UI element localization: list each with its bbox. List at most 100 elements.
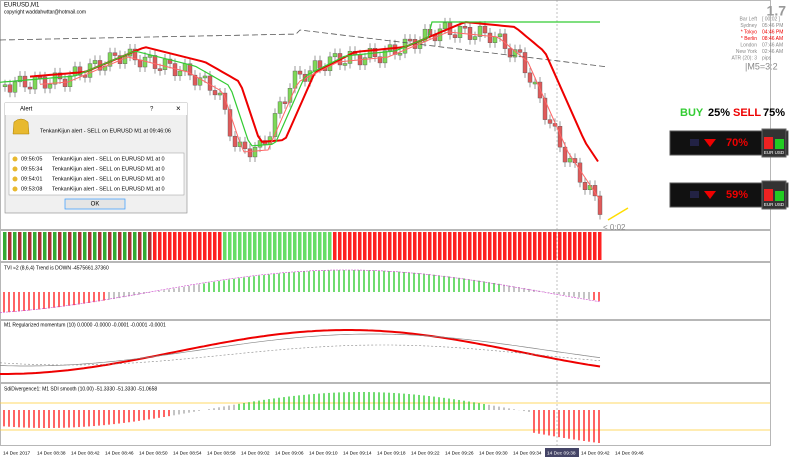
gauge-value: 59% <box>726 189 748 201</box>
strip-bar <box>578 232 582 260</box>
gauges: 70% EUR USD 59% EUR USD <box>607 128 789 221</box>
plot <box>0 17 770 444</box>
strip-bar <box>228 232 232 260</box>
candle <box>177 70 183 77</box>
strip-bar <box>183 232 187 260</box>
candle <box>242 141 248 149</box>
strip-bar <box>233 232 237 260</box>
candle <box>152 55 158 69</box>
strip-bar <box>383 232 387 260</box>
time-label: 14 Dec 09:42 <box>581 450 610 456</box>
strip-bar <box>128 232 132 260</box>
strip-bar <box>58 232 62 260</box>
candle <box>147 55 153 58</box>
strip-bar <box>528 232 532 260</box>
candle <box>57 72 63 80</box>
strip-bar <box>103 232 107 260</box>
candle <box>597 195 603 215</box>
strip-bar <box>558 232 562 260</box>
clock-time: 05:46 PM <box>762 23 783 29</box>
strip-bar <box>573 232 577 260</box>
strip-bar <box>358 232 362 260</box>
time-label: 14 Dec 09:46 <box>615 450 644 456</box>
candle <box>317 60 323 69</box>
row-text: TenkanKijun alert - SELL on EURUSD M1 at… <box>52 176 165 182</box>
buy: BUY <box>680 107 704 119</box>
strip-bar <box>293 232 297 260</box>
ok-label[interactable]: OK <box>91 202 100 208</box>
strip-bar <box>278 232 282 260</box>
strip-bar <box>498 232 502 260</box>
time-label: 14 Dec 08:38 <box>37 450 66 456</box>
strip-bar <box>373 232 377 260</box>
strip-bar <box>218 232 222 260</box>
candle <box>522 52 528 74</box>
strip-bar <box>318 232 322 260</box>
help-button[interactable]: ? <box>150 107 154 113</box>
candle <box>197 77 203 86</box>
strip-bar <box>428 232 432 260</box>
candle <box>112 52 118 56</box>
clock-city: New York <box>736 49 758 55</box>
clock-time: 07:46 AM <box>762 42 783 48</box>
ok-button[interactable] <box>64 198 126 210</box>
candle <box>457 26 463 38</box>
strip-bar <box>423 232 427 260</box>
strip-bar <box>193 232 197 260</box>
candle <box>297 70 303 75</box>
row-time: 09:53:08 <box>21 186 42 192</box>
strip-bar <box>478 232 482 260</box>
strip-bar <box>343 232 347 260</box>
strip-bar <box>468 232 472 260</box>
candle <box>12 81 18 93</box>
time-label: 14 Dec 09:26 <box>445 450 474 456</box>
buy-pct: 25% <box>708 107 730 119</box>
strip-bar <box>378 232 382 260</box>
gauge-pair: EUR USD <box>764 150 785 155</box>
row-time: 09:54:01 <box>21 176 42 182</box>
clock-time: 02:46 AM <box>762 49 783 55</box>
strip-bar <box>238 232 242 260</box>
candle <box>492 36 498 43</box>
candle <box>487 32 493 43</box>
clock-city: ATR (20): 3 <box>732 55 758 61</box>
strip-bar <box>93 232 97 260</box>
candle <box>592 185 598 197</box>
candle <box>202 75 208 79</box>
sell: SELL <box>733 107 761 119</box>
candle <box>497 33 503 37</box>
strip-bar <box>588 232 592 260</box>
strip-bar <box>593 232 597 260</box>
candle <box>442 22 448 30</box>
alert-list <box>8 152 185 196</box>
candle <box>567 158 573 163</box>
close-button[interactable]: × <box>176 104 181 113</box>
strip-bar <box>143 232 147 260</box>
candle <box>472 36 478 40</box>
candle <box>462 26 468 29</box>
gauge-green <box>775 191 784 201</box>
strip-bar <box>88 232 92 260</box>
strip-bar <box>23 232 27 260</box>
clock-city: Sydney <box>740 23 757 29</box>
strip-bar <box>393 232 397 260</box>
candle <box>227 109 233 137</box>
strip-bar <box>508 232 512 260</box>
candle <box>282 101 288 104</box>
candle <box>62 78 68 87</box>
strip-bar <box>158 232 162 260</box>
strip-bar <box>398 232 402 260</box>
candle <box>172 63 178 77</box>
strip-bar <box>73 232 77 260</box>
strip-bar <box>303 232 307 260</box>
bell-icon <box>12 118 30 135</box>
candle <box>42 76 48 89</box>
panel-label: SdiDivergence1: M1 SDI smooth (10.00) -5… <box>4 386 157 392</box>
strip-bar <box>288 232 292 260</box>
strip-bar <box>418 232 422 260</box>
strip-bar <box>433 232 437 260</box>
symbol: EURUSD,M1 <box>4 3 40 9</box>
price-big: 1.7 <box>767 3 787 19</box>
candle <box>272 113 278 137</box>
gauge-green <box>775 139 784 149</box>
